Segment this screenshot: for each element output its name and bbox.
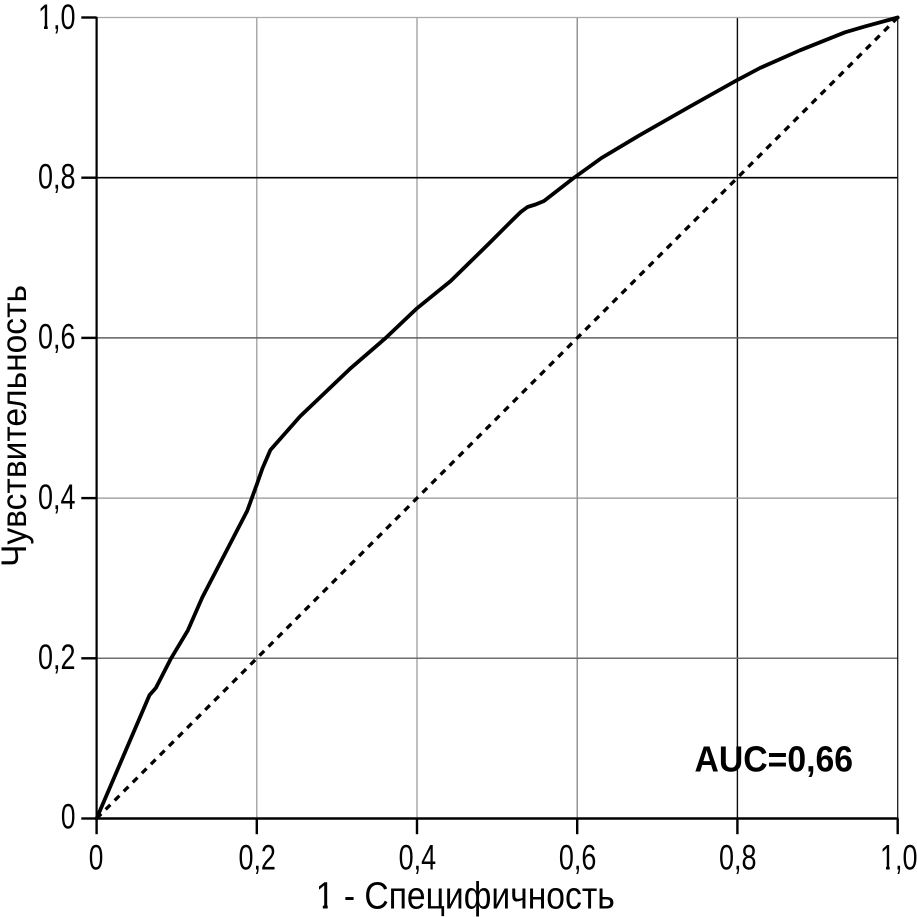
svg-text:0,2: 0,2 [38,637,76,677]
svg-text:0,6: 0,6 [559,838,597,878]
svg-text:1 - Специфичность: 1 - Специфичность [316,875,615,917]
svg-text:1,0: 1,0 [38,0,76,37]
svg-text:0,6: 0,6 [38,317,76,357]
svg-text:AUC=0,66: AUC=0,66 [695,738,854,779]
svg-text:0,8: 0,8 [38,157,76,197]
svg-text:0,4: 0,4 [38,477,76,517]
svg-text:0,4: 0,4 [399,838,437,878]
svg-text:0: 0 [89,838,104,878]
svg-text:0,2: 0,2 [238,838,276,878]
svg-text:0,8: 0,8 [719,838,757,878]
svg-text:0: 0 [61,796,76,836]
svg-text:Чувствительность: Чувствительность [0,285,34,567]
svg-text:1,0: 1,0 [880,838,917,878]
